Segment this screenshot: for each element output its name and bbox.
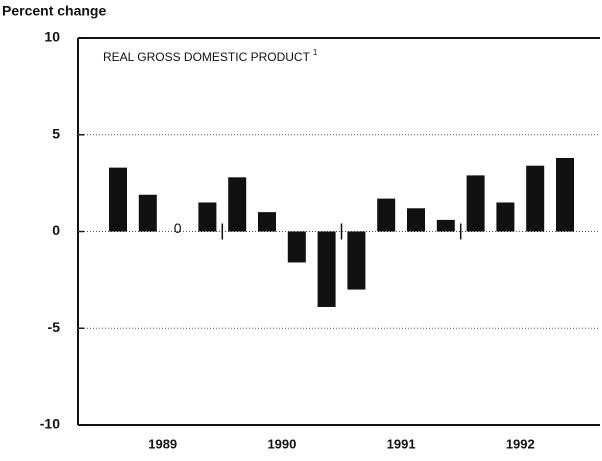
- bar: [287, 231, 306, 263]
- bar: [556, 157, 574, 232]
- y-axis-label: Percent change: [2, 3, 106, 19]
- y-tick-label: 0: [52, 222, 60, 238]
- bar: [466, 175, 485, 232]
- year-label: 1991: [387, 436, 416, 451]
- bar: [347, 231, 366, 290]
- y-tick-label: 5: [52, 125, 60, 141]
- bar: [377, 198, 396, 232]
- title-text: REAL GROSS DOMESTIC PRODUCT: [103, 50, 311, 64]
- bar: [436, 219, 455, 232]
- bar: [109, 167, 127, 232]
- bar: [407, 208, 425, 232]
- year-label: 1992: [506, 436, 535, 451]
- bar: [138, 194, 157, 232]
- bar: [258, 212, 276, 232]
- year-label: 1989: [148, 436, 177, 451]
- bar: [526, 165, 545, 232]
- y-tick-label: -10: [40, 416, 60, 432]
- y-tick-label: 10: [44, 29, 60, 45]
- bar: [496, 202, 515, 232]
- bar: [198, 202, 217, 232]
- bar: [228, 177, 247, 232]
- y-tick-label: -5: [48, 319, 61, 335]
- bar: [317, 231, 336, 307]
- chart-title: REAL GROSS DOMESTIC PRODUCT 1: [103, 48, 318, 64]
- year-label: 1990: [267, 436, 296, 451]
- title-footnote: 1: [313, 48, 318, 57]
- value-label: 0: [174, 220, 182, 236]
